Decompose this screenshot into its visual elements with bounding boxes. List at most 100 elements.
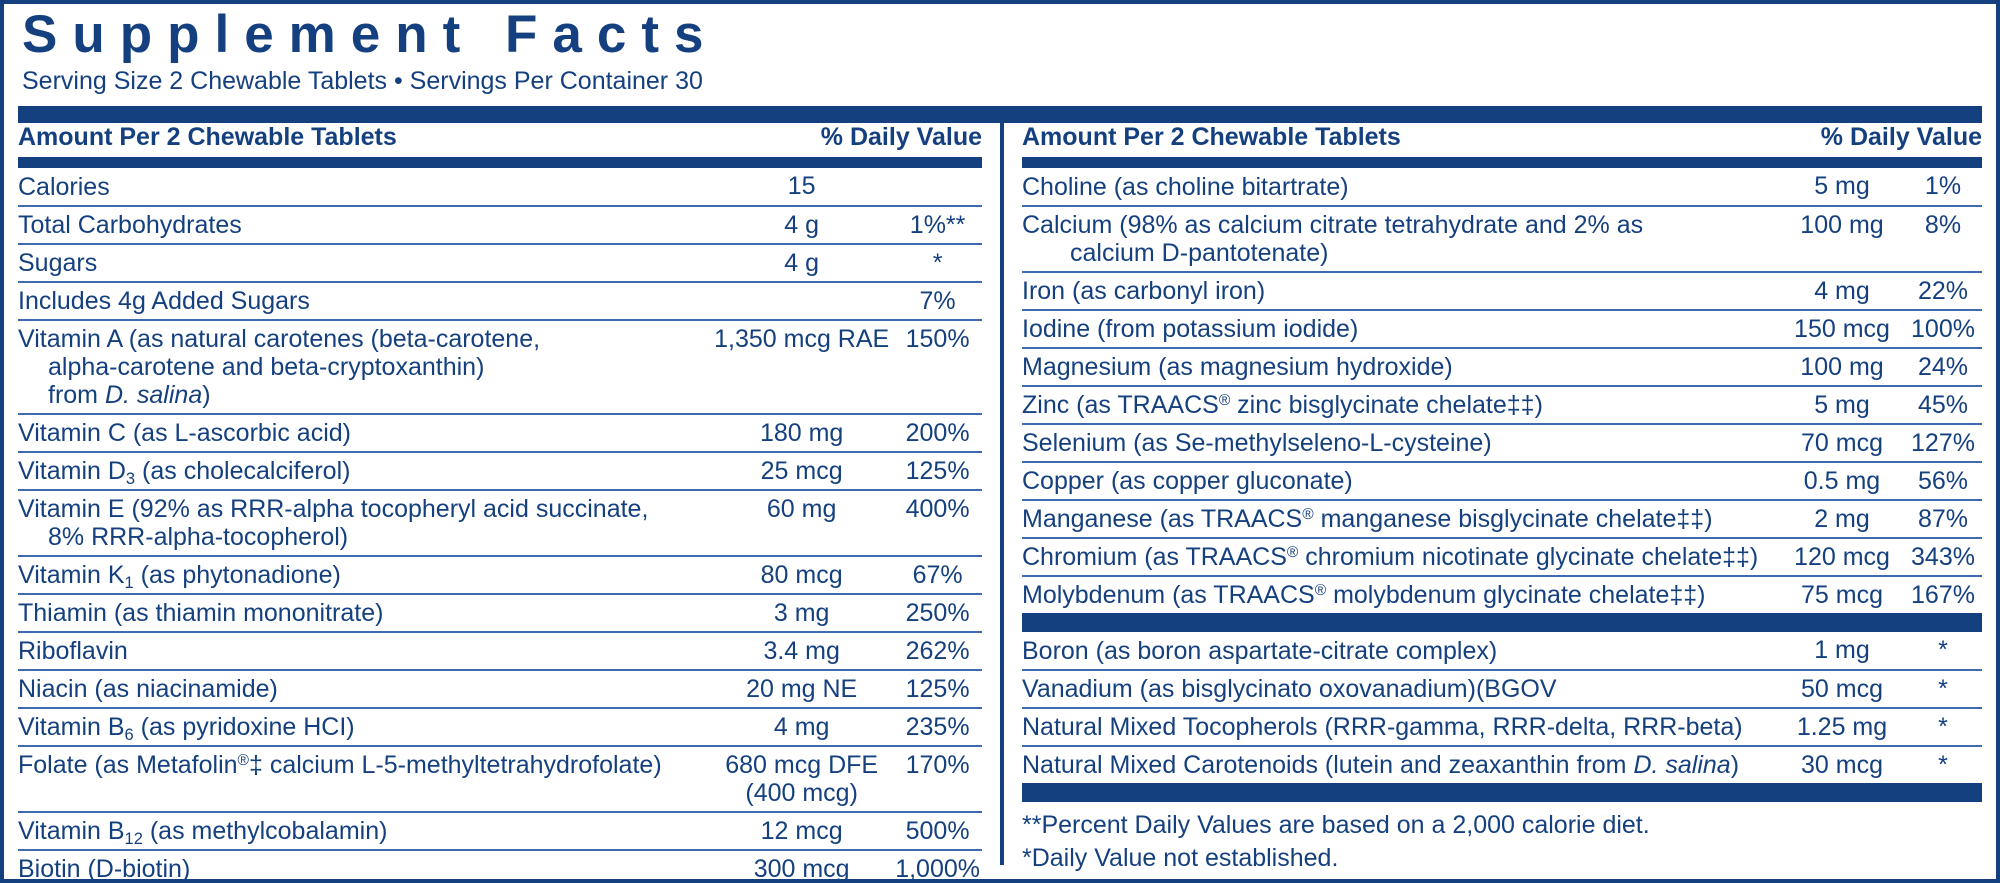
table-row: Iron (as carbonyl iron) 4 mg 22% xyxy=(1022,270,1982,310)
table-row: Calcium (98% as calcium citrate tetrahyd… xyxy=(1022,204,1982,272)
nutrient-dv: 1%** xyxy=(893,204,982,244)
nutrient-amount: 5 mg xyxy=(1780,384,1904,424)
nutrient-amount: 2 mg xyxy=(1780,498,1904,538)
table-row: Vitamin A (as natural carotenes (beta-ca… xyxy=(18,318,982,414)
nutrient-name: Folate (as Metafolin®‡ calcium L-5-methy… xyxy=(18,744,711,812)
nutrient-dv: 200% xyxy=(893,412,982,452)
nutrient-amount: 180 mg xyxy=(710,412,894,452)
nutrient-name: Chromium (as TRAACS® chromium nicotinate… xyxy=(1022,536,1780,576)
nutrient-amount: 120 mcg xyxy=(1780,536,1904,576)
table-row: Thiamin (as thiamin mononitrate) 3 mg 25… xyxy=(18,592,982,632)
nutrient-name: Molybdenum (as TRAACS® molybdenum glycin… xyxy=(1022,574,1780,613)
footnotes: **Percent Daily Values are based on a 2,… xyxy=(1022,802,1982,875)
nutrient-name: Vitamin A (as natural carotenes (beta-ca… xyxy=(18,318,711,414)
nutrient-name: Natural Mixed Tocopherols (RRR-gamma, RR… xyxy=(1022,706,1780,746)
nutrient-name: Biotin (D-biotin) xyxy=(18,848,711,879)
amount-header-left: Amount Per 2 Chewable Tablets xyxy=(18,123,397,152)
nutrient-name: Vanadium (as bisglycinato oxovanadium)(B… xyxy=(1022,668,1780,708)
nutrient-amount: 25 mcg xyxy=(710,450,894,490)
nutrient-name: Vitamin K1 (as phytonadione) xyxy=(18,554,711,594)
panel-header: Supplement Facts Serving Size 2 Chewable… xyxy=(4,4,1996,97)
table-row: Natural Mixed Carotenoids (lutein and ze… xyxy=(1022,744,1982,783)
table-row: Vitamin K1 (as phytonadione) 80 mcg 67% xyxy=(18,554,982,594)
nutrient-dv xyxy=(893,162,982,206)
table-row: Molybdenum (as TRAACS® molybdenum glycin… xyxy=(1022,574,1982,613)
nutrient-name-line1: Calcium (98% as calcium citrate tetrahyd… xyxy=(1022,210,1644,239)
nutrient-dv: 167% xyxy=(1904,574,1982,613)
table-row: Vitamin B12 (as methylcobalamin) 12 mcg … xyxy=(18,810,982,850)
nutrient-name-line2: calcium D-pantotenate) xyxy=(1070,238,1329,267)
nutrient-dv: 400% xyxy=(893,488,982,556)
nutrient-name: Iodine (from potassium iodide) xyxy=(1022,308,1780,348)
nutrient-amount: 4 mg xyxy=(1780,270,1904,310)
nutrient-name: Boron (as boron aspartate-citrate comple… xyxy=(1022,636,1498,665)
table-row: Boron (as boron aspartate-citrate comple… xyxy=(1022,632,1982,670)
nutrient-dv: * xyxy=(1904,706,1982,746)
nutrient-name: Riboflavin xyxy=(18,630,711,670)
nutrient-amount: 4 g xyxy=(710,204,894,244)
nutrient-amount: 30 mcg xyxy=(1780,744,1904,783)
nutrient-amount: 3.4 mg xyxy=(710,630,894,670)
table-row: Choline (as choline bitartrate) 5 mg 1% xyxy=(1022,162,1982,206)
table-row: Niacin (as niacinamide) 20 mg NE 125% xyxy=(18,668,982,708)
nutrient-amount: 20 mg NE xyxy=(710,668,894,708)
nutrient-amount: 60 mg xyxy=(710,488,894,556)
nutrient-name: Thiamin (as thiamin mononitrate) xyxy=(18,592,711,632)
right-header-rule xyxy=(1022,151,1982,168)
mid-separator-bar-2 xyxy=(1022,782,1982,802)
nutrient-name-line2: alpha-carotene and beta-cryptoxanthin) xyxy=(48,352,485,381)
table-row: Vanadium (as bisglycinato oxovanadium)(B… xyxy=(1022,668,1982,708)
nutrient-dv: 500% xyxy=(893,810,982,850)
table-row: Iodine (from potassium iodide) 150 mcg 1… xyxy=(1022,308,1982,348)
nutrient-dv: 100% xyxy=(1904,308,1982,348)
nutrient-name: Calories xyxy=(18,172,110,201)
nutrient-dv: 24% xyxy=(1904,346,1982,386)
nutrient-dv: 7% xyxy=(893,280,982,320)
nutrient-dv: * xyxy=(1938,635,1948,664)
nutrient-dv: 22% xyxy=(1904,270,1982,310)
nutrient-name: Zinc (as TRAACS® zinc bisglycinate chela… xyxy=(1022,384,1780,424)
nutrient-dv: * xyxy=(1904,668,1982,708)
serving-size-line: Serving Size 2 Chewable Tablets • Servin… xyxy=(22,67,703,96)
nutrient-amount: 1,350 mcg RAE xyxy=(710,318,894,414)
nutrient-amount: 70 mcg xyxy=(1780,422,1904,462)
table-row: Biotin (D-biotin) 300 mcg 1,000% xyxy=(18,848,982,879)
table-row: Manganese (as TRAACS® manganese bisglyci… xyxy=(1022,498,1982,538)
right-nutrient-table: Amount Per 2 Chewable Tablets % Daily Va… xyxy=(1022,123,1982,802)
mid-separator-bar-1 xyxy=(1022,612,1982,632)
nutrient-name: Choline (as choline bitartrate) xyxy=(1022,172,1349,201)
nutrient-name: Natural Mixed Carotenoids (lutein and ze… xyxy=(1022,744,1780,783)
nutrient-amount: 15 xyxy=(787,171,816,200)
panel-body: Amount Per 2 Chewable Tablets % Daily Va… xyxy=(18,123,1982,879)
table-row: Vitamin B6 (as pyridoxine HCI) 4 mg 235% xyxy=(18,706,982,746)
nutrient-dv: 67% xyxy=(893,554,982,594)
table-row: Riboflavin 3.4 mg 262% xyxy=(18,630,982,670)
nutrient-amount: 300 mcg xyxy=(710,848,894,879)
nutrient-name: Copper (as copper gluconate) xyxy=(1022,460,1780,500)
table-row: Magnesium (as magnesium hydroxide) 100 m… xyxy=(1022,346,1982,386)
nutrient-name: Vitamin B12 (as methylcobalamin) xyxy=(18,810,711,850)
nutrient-amount: 75 mcg xyxy=(1780,574,1904,613)
dv-header-left: % Daily Value xyxy=(820,123,982,152)
nutrient-amount xyxy=(710,280,894,320)
nutrient-name-line1: Vitamin A (as natural carotenes (beta-ca… xyxy=(18,324,541,353)
nutrient-amount-line1: 680 mcg DFE xyxy=(725,750,879,779)
nutrient-dv: 262% xyxy=(893,630,982,670)
right-column-header-row: Amount Per 2 Chewable Tablets % Daily Va… xyxy=(1022,123,1982,151)
table-row: Vitamin E (92% as RRR-alpha tocopheryl a… xyxy=(18,488,982,556)
nutrient-name: Vitamin C (as L-ascorbic acid) xyxy=(18,412,711,452)
nutrient-name: Sugars xyxy=(18,242,711,282)
nutrient-amount: 5 mg xyxy=(1814,171,1870,200)
table-row: Folate (as Metafolin®‡ calcium L-5-methy… xyxy=(18,744,982,812)
nutrient-name: Manganese (as TRAACS® manganese bisglyci… xyxy=(1022,498,1780,538)
table-row: Vitamin D3 (as cholecalciferol) 25 mcg 1… xyxy=(18,450,982,490)
nutrient-dv: 87% xyxy=(1904,498,1982,538)
left-column: Amount Per 2 Chewable Tablets % Daily Va… xyxy=(18,123,1000,879)
table-row: Sugars 4 g * xyxy=(18,242,982,282)
species-name: D. salina xyxy=(1633,750,1731,779)
table-row: Selenium (as Se-methylseleno-L-cysteine)… xyxy=(1022,422,1982,462)
species-name: D. salina xyxy=(104,380,203,409)
table-row: Includes 4g Added Sugars 7% xyxy=(18,280,982,320)
nutrient-dv: 150% xyxy=(893,318,982,414)
